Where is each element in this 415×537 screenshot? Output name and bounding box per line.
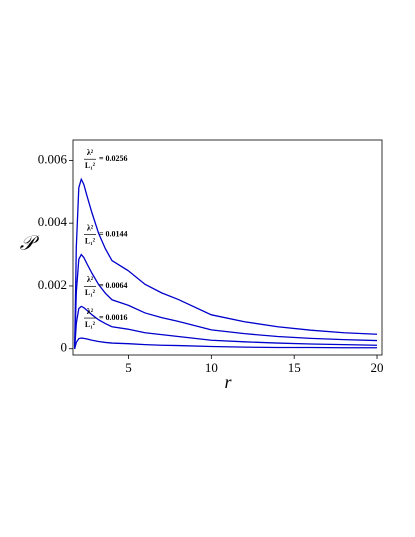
annotation-value: = 0.0016 (99, 313, 128, 322)
annotation-numerator: λ² (87, 223, 94, 232)
annotation-value: = 0.0256 (99, 154, 128, 163)
x-axis-label: r (224, 372, 232, 392)
x-tick-label: 20 (371, 360, 384, 375)
y-tick-label: 0.004 (38, 214, 68, 229)
annotation-numerator: λ² (87, 275, 94, 284)
annotation-numerator: λ² (87, 307, 94, 316)
y-tick-label: 0.002 (38, 277, 67, 292)
series-line (74, 177, 378, 349)
plot-frame (72, 139, 383, 356)
annotation-denominator: L₁² (85, 288, 96, 297)
annotation-value: = 0.0064 (99, 281, 128, 290)
series-line (74, 253, 378, 349)
series-line (74, 305, 378, 349)
series-line (74, 337, 378, 349)
annotation-denominator: L₁² (85, 320, 96, 329)
x-tick-label: 5 (125, 360, 132, 375)
x-tick-label: 15 (288, 360, 301, 375)
annotation-numerator: λ² (87, 148, 94, 157)
y-tick-label: 0 (61, 340, 68, 355)
annotation-value: = 0.0144 (99, 229, 128, 238)
annotation-denominator: L₁² (85, 236, 96, 245)
annotation-denominator: L₁² (85, 161, 96, 170)
y-tick-label: 0.006 (38, 151, 68, 166)
x-tick-label: 10 (205, 360, 218, 375)
